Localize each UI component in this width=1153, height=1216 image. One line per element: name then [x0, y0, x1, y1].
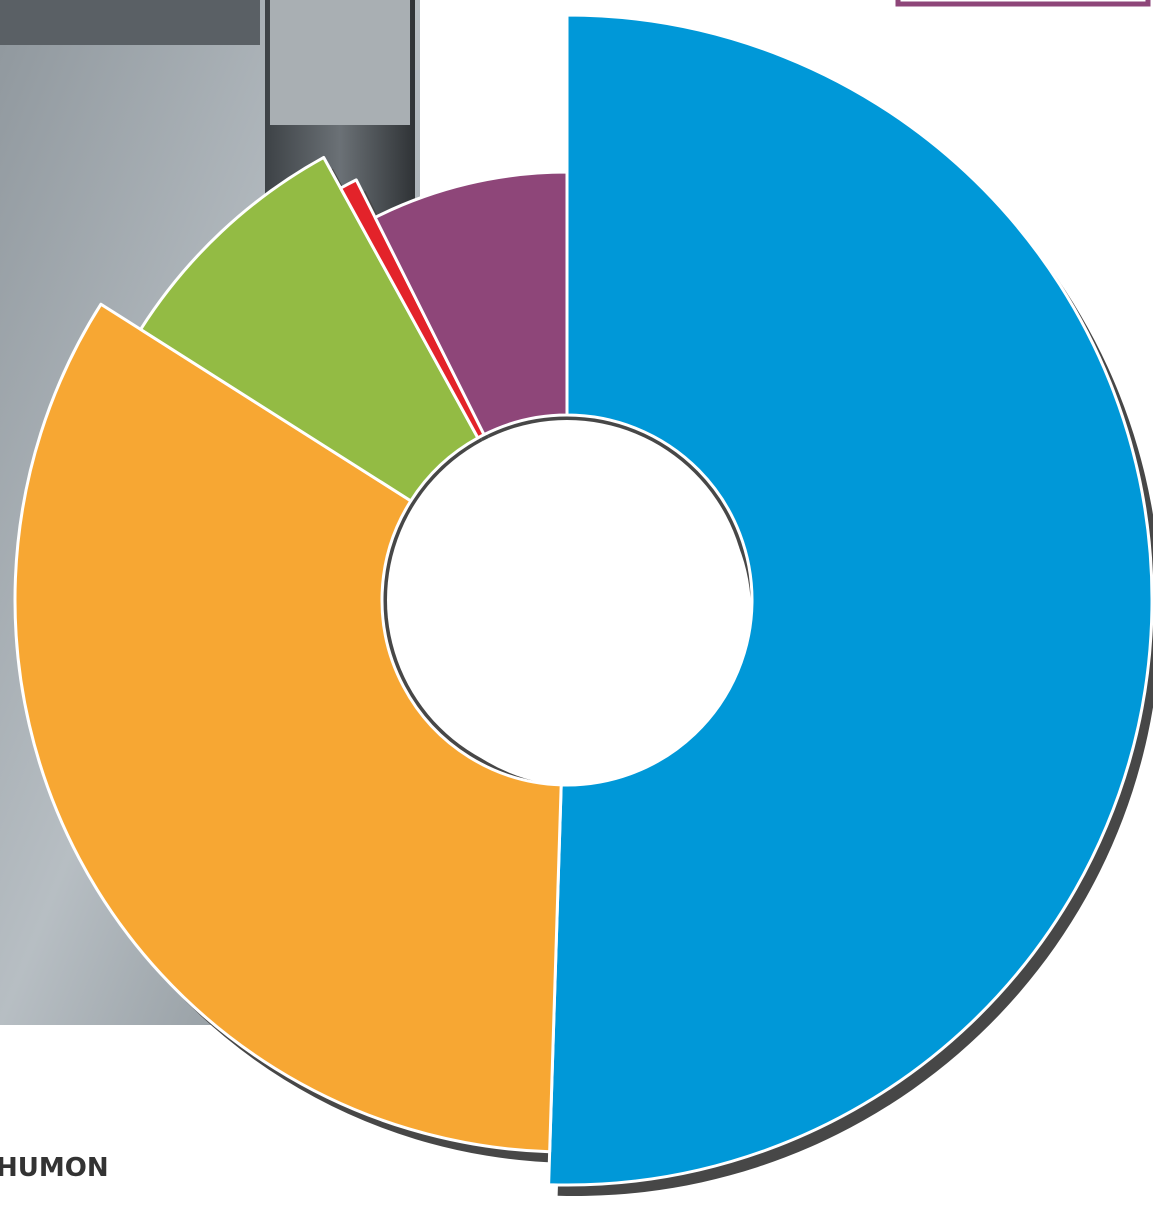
slices [13, 13, 1153, 1187]
hole [387, 420, 747, 780]
slice [13, 302, 563, 1154]
slice [373, 170, 569, 437]
slice [139, 155, 480, 503]
slice [547, 13, 1153, 1187]
legend-box [895, 0, 1151, 7]
annotation: HUMON [0, 1153, 109, 1183]
